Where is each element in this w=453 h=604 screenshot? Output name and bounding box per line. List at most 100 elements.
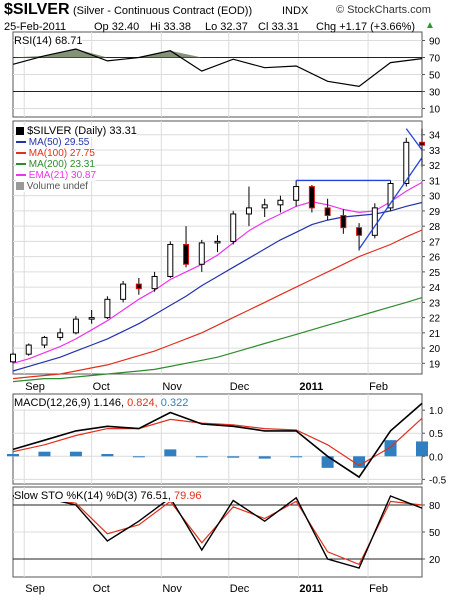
legend-price-text: $SILVER (Daily) 33.31 — [27, 125, 137, 137]
legend-ma50-swatch — [16, 141, 26, 144]
rsi-line — [12, 48, 423, 88]
month-tick-label: 2011 — [299, 583, 323, 595]
stochastic-panel — [12, 495, 423, 569]
ema21-line — [12, 181, 423, 364]
trendline — [405, 128, 423, 151]
price-y-tick-label: 34 — [429, 131, 441, 142]
rsi-y-tick-label: 10 — [429, 105, 441, 116]
price-y-tick-label: 21 — [429, 329, 441, 340]
legend-volume: Volume undef — [16, 181, 88, 192]
legend-price: $SILVER (Daily) 33.31 — [16, 125, 137, 137]
sto-k-line — [12, 495, 423, 569]
rsi-y-tick-label: 30 — [429, 88, 441, 99]
macd-histogram-bar — [416, 441, 428, 457]
candle-body — [245, 207, 252, 215]
macd-histogram-bar — [101, 454, 114, 457]
price-y-tick-label: 32 — [429, 161, 441, 172]
legend-ma200: MA(200) 23.31 — [16, 159, 95, 170]
candle-body — [57, 332, 64, 338]
candle-body — [340, 214, 347, 229]
month-tick-label: Dec — [230, 583, 250, 595]
trendline — [358, 157, 423, 250]
macd-panel — [7, 402, 428, 479]
month-tick-label: Feb — [369, 583, 388, 595]
rsi-overbought-fill — [13, 49, 422, 58]
macd-histogram-bar — [195, 456, 208, 458]
price-y-tick-label: 28 — [429, 222, 441, 233]
macd-line — [12, 402, 423, 479]
sto-label-d: 79.96 — [173, 490, 202, 502]
candle-body — [293, 186, 300, 201]
legend-volume-text: Volume undef — [26, 181, 88, 192]
stockcharts-watermark: © StockCharts.com — [336, 4, 431, 16]
candle-body — [135, 283, 142, 290]
quote-date: 25-Feb-2011 — [4, 21, 67, 33]
candle-body — [214, 240, 221, 244]
macd-histogram-bar — [290, 456, 303, 458]
price-y-tick-label: 30 — [429, 192, 441, 203]
candle-body — [104, 298, 111, 319]
candle-body — [387, 182, 394, 209]
legend-ma100-text: MA(100) 27.75 — [28, 148, 95, 159]
candle-body — [277, 199, 284, 206]
rsi-y-tick-label: 70 — [429, 54, 441, 65]
legend-ma200-text: MA(200) 23.31 — [28, 159, 95, 170]
symbol-title: $SILVER — [4, 1, 70, 18]
price-y-tick-label: 26 — [429, 253, 441, 264]
macd-histogram-bar — [321, 456, 334, 468]
month-tick-label: Sep — [25, 381, 45, 393]
price-y-tick-label: 29 — [429, 207, 441, 218]
candle-body — [230, 213, 237, 242]
candle-body — [403, 141, 410, 184]
quote-high: Hi 33.38 — [150, 21, 191, 33]
macd-label-signal: 0.824, — [127, 397, 158, 409]
candle-body — [25, 344, 32, 355]
rsi-y-tick-label: 50 — [429, 71, 441, 82]
ma200-line — [12, 297, 423, 383]
candle-body — [167, 243, 174, 277]
rsi-panel — [12, 48, 423, 92]
macd-y-tick-label: 0.5 — [429, 429, 443, 440]
macd-y-tick-label: 1.0 — [429, 406, 443, 417]
quote-change: Chg +1.17 (+3.66%) — [316, 21, 416, 33]
macd-histogram-bar — [132, 456, 145, 458]
month-tick-label: Dec — [230, 381, 250, 393]
month-tick-label: 2011 — [299, 381, 323, 393]
sto-label-main: Slow STO %K(14) %D(3) 76.51, — [14, 490, 171, 502]
macd-y-tick-label: 0.0 — [429, 452, 443, 463]
macd-histogram-bar — [164, 449, 177, 457]
month-tick-label: Nov — [162, 583, 182, 595]
quote-close: Cl 33.31 — [258, 21, 299, 33]
price-y-tick-label: 23 — [429, 298, 441, 309]
month-tick-label: Nov — [162, 381, 182, 393]
sto-y-tick-label: 80 — [429, 501, 441, 512]
legend-ma100: MA(100) 27.75 — [16, 148, 95, 159]
price-y-tick-label: 22 — [429, 314, 441, 325]
up-arrow-icon: ▲ — [425, 20, 435, 31]
legend-ma200-swatch — [16, 163, 26, 166]
candle-body — [41, 336, 48, 346]
macd-label: MACD(12,26,9) 1.146, 0.824, 0.322 — [14, 397, 189, 409]
macd-histogram-bar — [258, 456, 271, 459]
candle-body — [324, 207, 331, 216]
candle-body — [120, 283, 127, 300]
macd-signal-line — [12, 417, 423, 467]
legend-volume-swatch — [16, 182, 24, 191]
candle-body — [198, 242, 205, 265]
price-y-tick-label: 25 — [429, 268, 441, 279]
macd-label-main: MACD(12,26,9) 1.146, — [14, 397, 125, 409]
price-y-tick-label: 19 — [429, 359, 441, 370]
month-tick-label: Feb — [369, 381, 388, 393]
rsi-y-tick-label: 90 — [429, 37, 441, 48]
candle-body — [183, 243, 190, 265]
candle-body — [356, 227, 363, 236]
candle-body — [10, 353, 16, 363]
macd-histogram-bar — [353, 456, 366, 468]
macd-histogram-bar — [69, 451, 82, 457]
rsi-label: RSI(14) 68.71 — [14, 35, 83, 47]
ma100-line — [12, 229, 423, 380]
macd-label-hist: 0.322 — [160, 397, 189, 409]
legend-ma100-swatch — [16, 152, 26, 155]
price-y-tick-label: 20 — [429, 344, 441, 355]
